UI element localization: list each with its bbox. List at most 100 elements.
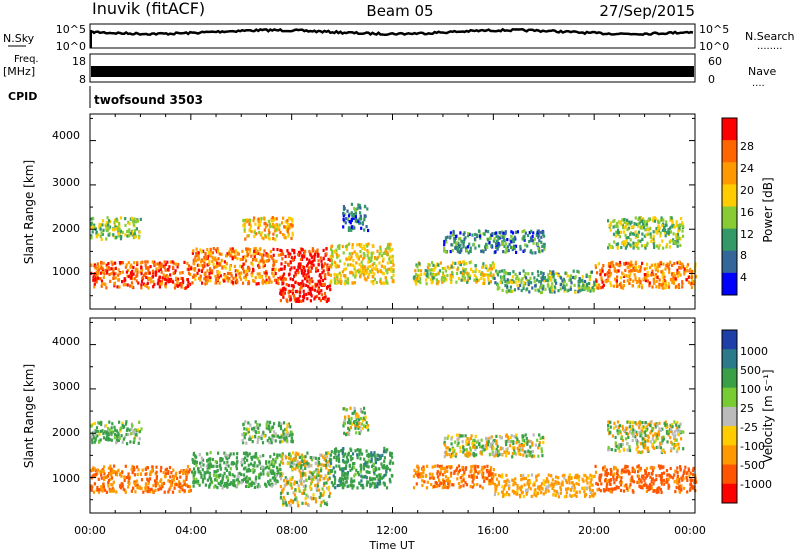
scatter-cell	[432, 466, 434, 469]
scatter-cell	[174, 487, 176, 490]
scatter-cell	[489, 264, 491, 267]
scatter-cell	[605, 472, 607, 475]
scatter-cell	[416, 482, 418, 485]
scatter-cell	[348, 243, 350, 246]
scatter-cell	[234, 256, 236, 259]
scatter-cell	[451, 234, 453, 237]
scatter-cell	[94, 278, 96, 281]
scatter-cell	[629, 278, 631, 281]
scatter-cell	[517, 484, 519, 487]
scatter-cell	[468, 475, 470, 478]
scatter-cell	[293, 285, 295, 288]
scatter-cell	[355, 261, 357, 264]
scatter-cell	[463, 238, 465, 241]
scatter-cell	[388, 258, 390, 261]
scatter-cell	[548, 474, 550, 477]
scatter-cell	[435, 265, 437, 268]
scatter-cell	[197, 480, 199, 483]
scatter-cell	[542, 231, 544, 234]
scatter-cell	[205, 278, 207, 281]
scatter-cell	[201, 282, 203, 285]
scatter-cell	[134, 232, 136, 235]
scatter-cell	[324, 502, 326, 505]
scatter-cell	[266, 260, 268, 263]
scatter-cell	[360, 265, 362, 268]
scatter-cell	[353, 215, 355, 218]
scatter-cell	[379, 280, 381, 283]
scatter-cell	[667, 265, 669, 268]
scatter-cell	[440, 262, 442, 265]
scatter-cell	[330, 280, 332, 283]
scatter-cell	[288, 217, 290, 220]
power-cb-tick-16: 16	[740, 206, 754, 219]
scatter-cell	[172, 281, 174, 284]
scatter-cell	[463, 233, 465, 236]
scatter-cell	[304, 250, 306, 253]
scatter-cell	[506, 479, 508, 482]
scatter-cell	[202, 463, 204, 466]
scatter-cell	[326, 265, 328, 268]
scatter-cell	[310, 487, 312, 490]
scatter-cell	[307, 285, 309, 288]
scatter-cell	[268, 482, 270, 485]
scatter-cell	[179, 271, 181, 274]
scatter-cell	[540, 271, 542, 274]
scatter-cell	[272, 264, 274, 267]
scatter-cell	[105, 237, 107, 240]
scatter-cell	[677, 245, 679, 248]
scatter-cell	[100, 272, 102, 275]
scatter-cell	[342, 245, 344, 248]
scatter-cell	[557, 476, 559, 479]
scatter-cell	[646, 263, 648, 266]
scatter-cell	[311, 267, 313, 270]
scatter-cell	[319, 454, 321, 457]
scatter-cell	[229, 473, 231, 476]
scatter-cell	[385, 269, 387, 272]
scatter-cell	[187, 485, 189, 488]
scatter-cell	[297, 504, 299, 507]
scatter-cell	[103, 485, 105, 488]
scatter-cell	[335, 450, 337, 453]
scatter-cell	[330, 274, 332, 277]
scatter-cell	[386, 448, 388, 451]
scatter-cell	[140, 266, 142, 269]
scatter-cell	[343, 454, 345, 457]
scatter-cell	[192, 458, 194, 461]
scatter-cell	[432, 273, 434, 276]
scatter-cell	[304, 277, 306, 280]
scatter-cell	[678, 283, 680, 286]
scatter-cell	[494, 483, 496, 486]
scatter-cell	[391, 456, 393, 459]
scatter-cell	[494, 250, 496, 253]
colorbar-swatch	[722, 207, 737, 230]
scatter-cell	[431, 281, 433, 284]
scatter-cell	[504, 284, 506, 287]
scatter-cell	[553, 493, 555, 496]
scatter-cell	[317, 484, 319, 487]
scatter-cell	[635, 266, 637, 269]
scatter-cell	[450, 243, 452, 246]
scatter-cell	[630, 238, 632, 241]
scatter-cell	[351, 211, 353, 214]
scatter-cell	[374, 477, 376, 480]
scatter-cell	[469, 250, 471, 253]
scatter-cell	[515, 281, 517, 284]
scatter-cell	[173, 272, 175, 275]
scatter-cell	[209, 472, 211, 475]
scatter-cell	[362, 257, 364, 260]
scatter-cell	[474, 233, 476, 236]
scatter-cell	[115, 490, 117, 493]
scatter-cell	[626, 219, 628, 222]
scatter-cell	[115, 227, 117, 230]
freq-left-tick-bottom: 8	[79, 73, 86, 86]
scatter-cell	[269, 225, 271, 228]
colorbar-swatch	[722, 140, 737, 163]
scatter-cell	[164, 491, 166, 494]
scatter-cell	[519, 495, 521, 498]
scatter-cell	[361, 261, 363, 264]
scatter-cell	[476, 234, 478, 237]
scatter-cell	[638, 265, 640, 268]
scatter-cell	[213, 263, 215, 266]
scatter-cell	[413, 469, 415, 472]
